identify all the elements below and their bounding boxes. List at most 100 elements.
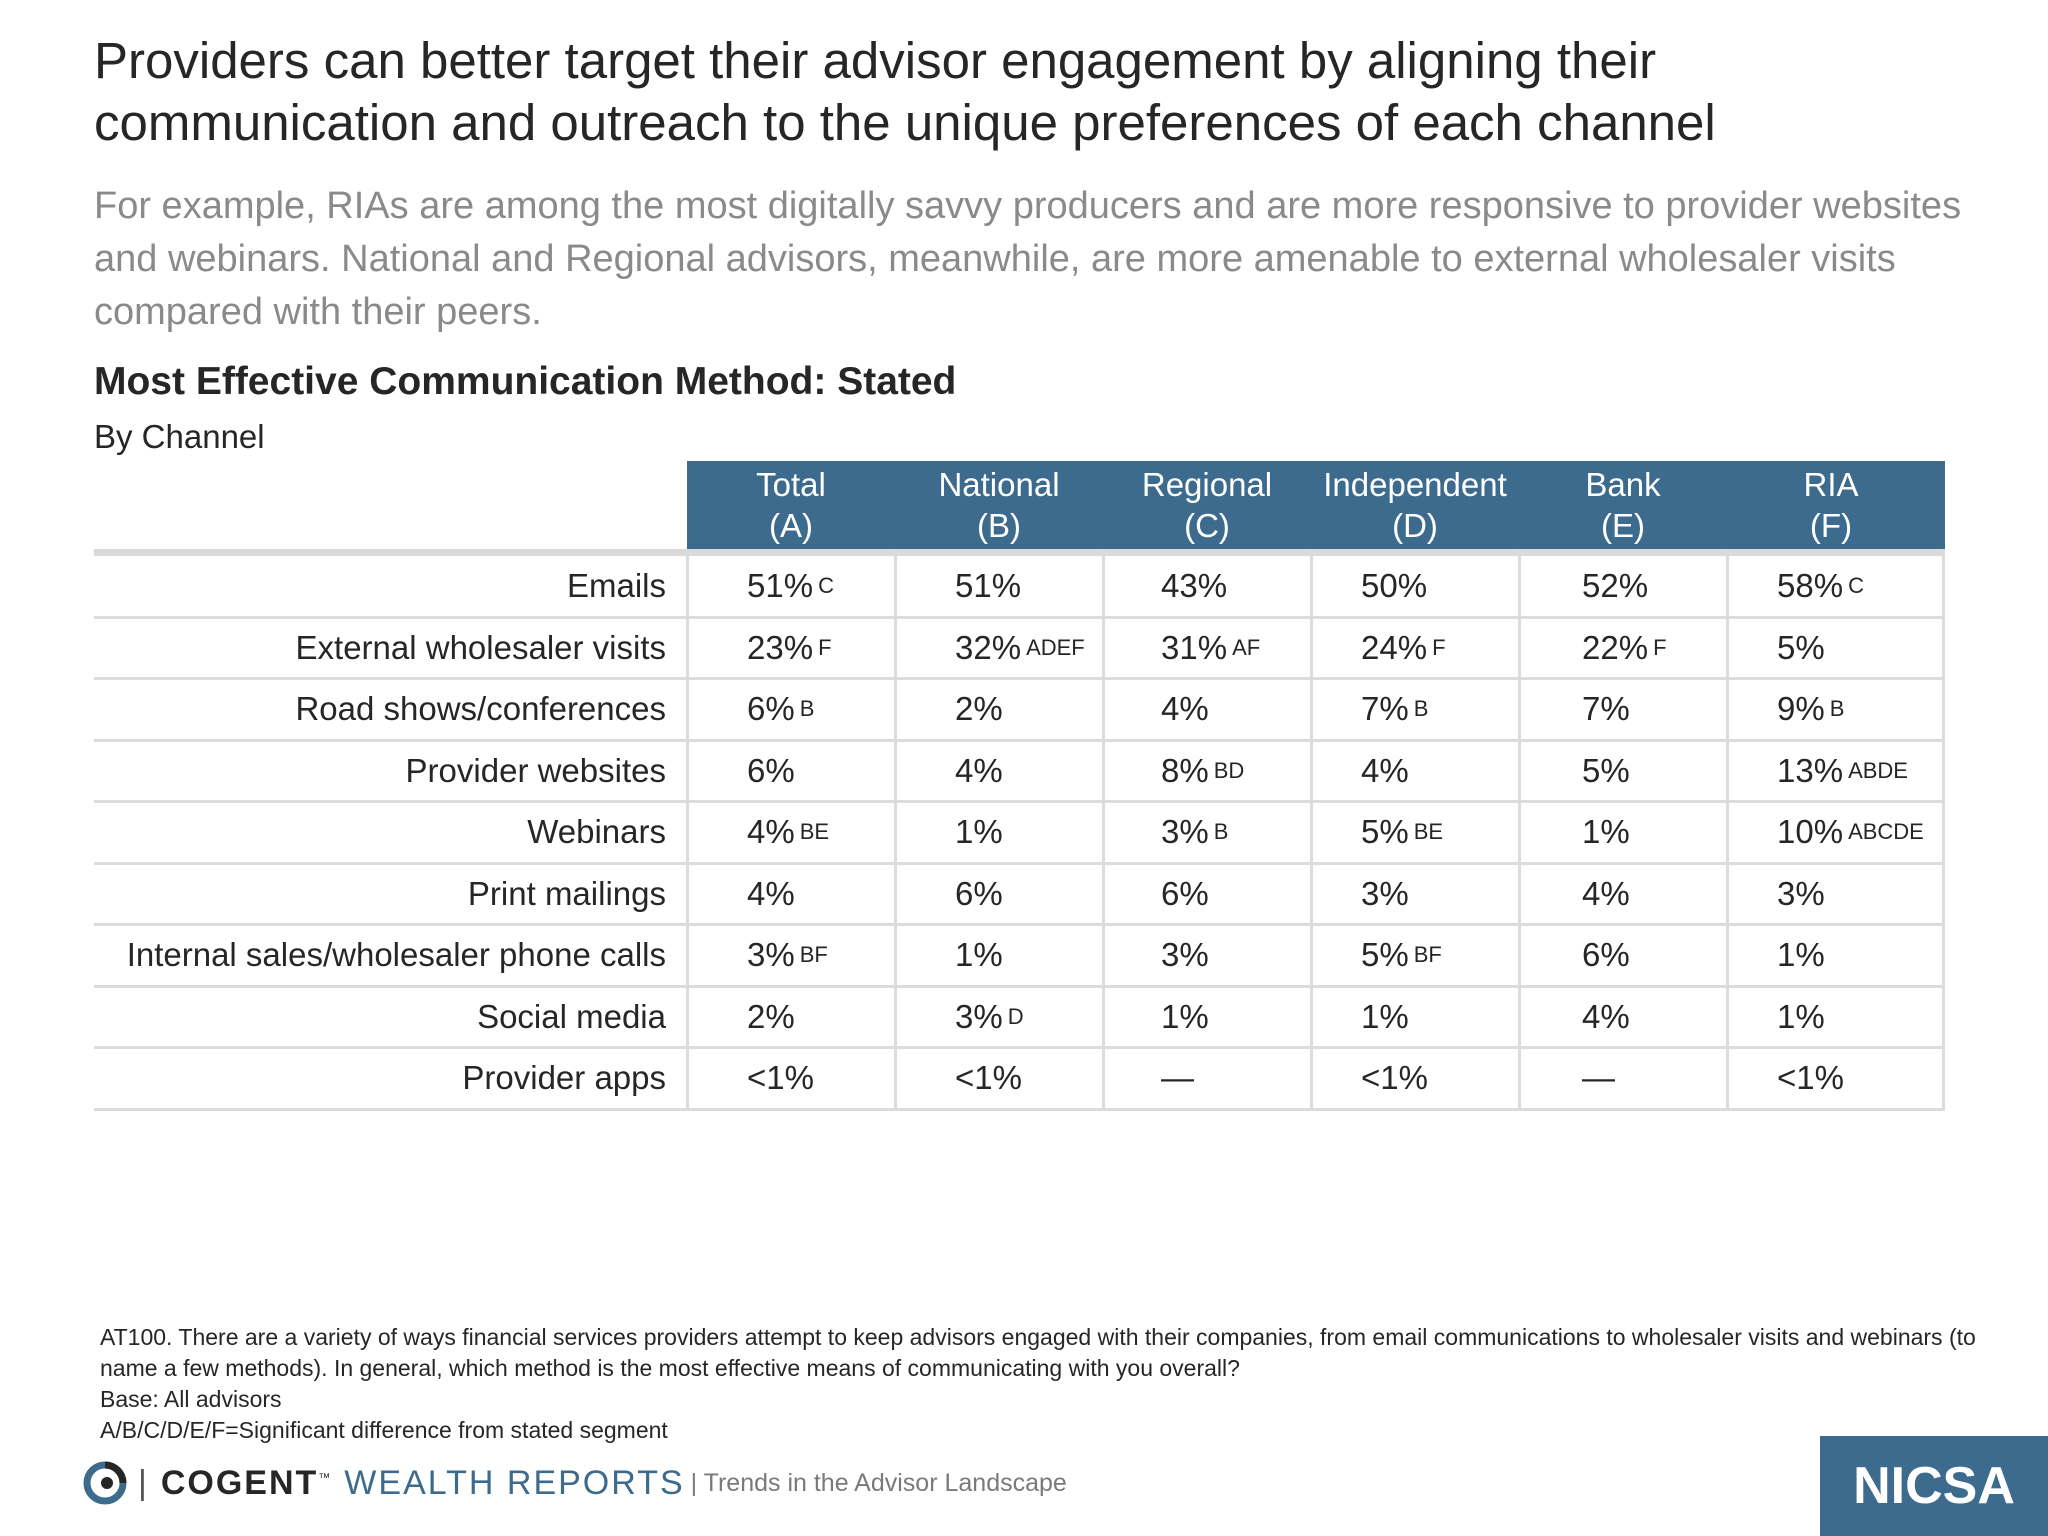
- cell-value: 1%: [1161, 997, 1209, 1035]
- table-cell: 6%: [1582, 926, 1630, 984]
- table-cell: <1%: [1777, 1049, 1844, 1107]
- cell-value: 8%: [1161, 751, 1209, 789]
- column-header-3: Independent (D): [1311, 461, 1519, 549]
- column-header-code: (C): [1184, 507, 1230, 544]
- row-label: Road shows/conferences: [295, 690, 666, 727]
- cell-value: 9%: [1777, 690, 1825, 727]
- significance-marker: C: [818, 573, 834, 598]
- cogent-logo: | COGENT™ WEALTH REPORTS | Trends in the…: [82, 1458, 1067, 1508]
- column-divider: [894, 549, 897, 1109]
- table-header-bar: [687, 461, 1945, 549]
- footnotes: AT100. There are a variety of ways finan…: [100, 1322, 1980, 1446]
- table-cell: 7% B: [1361, 680, 1428, 738]
- column-header-name: Bank: [1585, 466, 1661, 503]
- table-cell: 32% ADEF: [955, 619, 1085, 677]
- significance-marker: F: [1653, 634, 1667, 660]
- cell-value: 4%: [1161, 690, 1209, 727]
- column-header-5: RIA (F): [1727, 461, 1935, 549]
- table-cell: 4%: [747, 865, 795, 923]
- cell-value: <1%: [1361, 1059, 1428, 1096]
- cell-value: 1%: [955, 936, 1003, 973]
- table-title: Most Effective Communication Method: Sta…: [94, 360, 957, 403]
- cell-value: 5%: [1361, 936, 1409, 973]
- cell-value: 5%: [1361, 813, 1409, 850]
- table-cell: 4% BE: [747, 803, 829, 861]
- cell-value: 6%: [747, 690, 795, 727]
- row-divider: [94, 923, 1945, 926]
- cell-value: 4%: [747, 813, 795, 850]
- page-title: Providers can better target their adviso…: [94, 32, 1716, 151]
- table-cell: —: [1161, 1049, 1194, 1107]
- cell-value: 3%: [1361, 874, 1409, 912]
- table-cell: 51%: [955, 557, 1021, 615]
- cell-value: 52%: [1582, 567, 1649, 604]
- cell-value: —: [1161, 1059, 1194, 1096]
- significance-marker: C: [1848, 573, 1864, 598]
- cell-value: 3%: [955, 997, 1003, 1035]
- table-cell: 3% D: [955, 988, 1024, 1046]
- cell-value: <1%: [747, 1059, 814, 1096]
- cogent-swirl-icon: [83, 1461, 127, 1505]
- significance-marker: AF: [1232, 634, 1261, 660]
- cell-value: 6%: [1161, 874, 1209, 912]
- table-cell: 8% BD: [1161, 742, 1244, 800]
- cell-value: 1%: [1777, 936, 1825, 973]
- column-header-name: Regional: [1141, 466, 1273, 503]
- column-header-name: Total: [756, 466, 826, 503]
- cell-value: 43%: [1161, 567, 1228, 604]
- cell-value: 4%: [747, 874, 795, 912]
- table-cell: 5% BE: [1361, 803, 1443, 861]
- row-label: Social media: [477, 997, 666, 1035]
- column-header-name: National: [938, 466, 1060, 503]
- cell-value: 2%: [955, 690, 1003, 727]
- cell-value: 1%: [955, 813, 1003, 850]
- cell-value: 23%: [747, 628, 814, 666]
- cell-value: 31%: [1161, 628, 1228, 666]
- cell-value: 7%: [1582, 690, 1630, 727]
- significance-marker: ADEF: [1026, 634, 1085, 660]
- brand-divider: |: [138, 1463, 147, 1502]
- table-cell: 9% B: [1777, 680, 1844, 738]
- table-cell: 5%: [1777, 619, 1825, 677]
- table-cell: 2%: [955, 680, 1003, 738]
- table-cell: 1%: [1361, 988, 1409, 1046]
- table-cell: 1%: [955, 926, 1003, 984]
- row-divider: [94, 615, 1945, 619]
- table-cell: 3% BF: [747, 926, 828, 984]
- brand-wealth-reports: WEALTH REPORTS: [344, 1463, 685, 1502]
- cell-value: 4%: [1361, 751, 1409, 789]
- cell-value: 5%: [1582, 751, 1630, 789]
- table-cell: 5% BF: [1361, 926, 1442, 984]
- table-cell: 4%: [1161, 680, 1209, 738]
- significance-marker: B: [799, 696, 815, 721]
- significance-marker: F: [818, 634, 832, 660]
- cell-value: 3%: [1161, 936, 1209, 973]
- row-divider: [94, 861, 1945, 865]
- cell-value: 2%: [747, 997, 795, 1035]
- column-header-code: (B): [977, 507, 1021, 544]
- table-cell: 2%: [747, 988, 795, 1046]
- column-header-4: Bank (E): [1519, 461, 1727, 549]
- table-cell: 6% B: [747, 680, 814, 738]
- table-cell: 4%: [1361, 742, 1409, 800]
- row-divider: [94, 1046, 1945, 1049]
- column-divider: [686, 549, 689, 1109]
- significance-marker: B: [1829, 696, 1845, 721]
- cell-value: 1%: [1582, 813, 1630, 850]
- table-cell: 1%: [955, 803, 1003, 861]
- cell-value: 4%: [1582, 997, 1630, 1035]
- column-divider: [1102, 549, 1105, 1109]
- significance-marker: B: [1213, 819, 1229, 844]
- cell-value: 13%: [1777, 751, 1844, 789]
- table-cell: 31% AF: [1161, 619, 1260, 677]
- row-divider: [94, 800, 1945, 803]
- table-cell: 4%: [1582, 865, 1630, 923]
- row-label: Internal sales/wholesaler phone calls: [126, 936, 666, 973]
- cell-value: <1%: [955, 1059, 1022, 1096]
- cell-value: 3%: [1161, 813, 1209, 850]
- table-cell: 4%: [955, 742, 1003, 800]
- significance-marker: D: [1007, 1003, 1024, 1029]
- nicsa-logo: NICSA: [1820, 1436, 2048, 1536]
- table-cell: 50%: [1361, 557, 1427, 615]
- table-cell: <1%: [955, 1049, 1022, 1107]
